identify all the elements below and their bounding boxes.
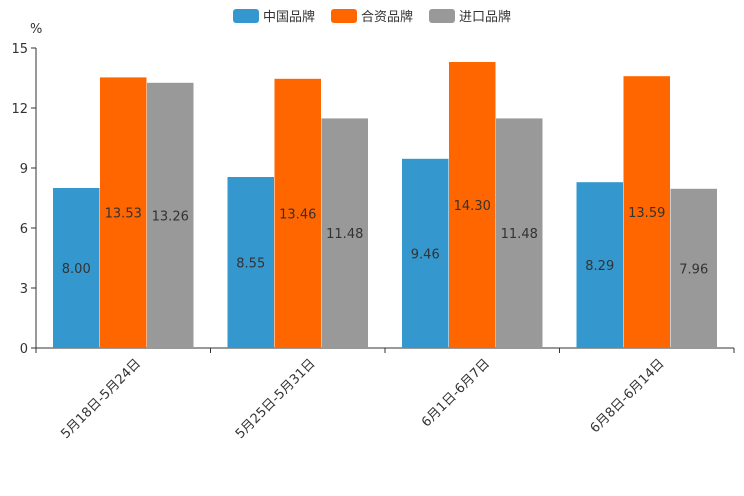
legend-swatch-joint (330, 8, 357, 23)
legend-item-china[interactable]: 中国品牌 (232, 6, 315, 25)
data-label-2-2: 13.46 (279, 207, 316, 222)
data-label-1-3: 9.46 (411, 247, 440, 262)
data-label-3-1: 13.26 (152, 209, 189, 224)
bar-2-2[interactable] (274, 78, 322, 349)
y-tick-label: 12 (11, 102, 28, 117)
legend-swatch-import (429, 8, 455, 23)
y-tick-label: 15 (11, 42, 28, 57)
bar-2-1[interactable] (100, 77, 147, 349)
bar-3-4[interactable] (670, 188, 718, 348)
bar-2-3[interactable] (449, 62, 496, 348)
bar-3-3[interactable] (496, 118, 543, 349)
legend-item-joint[interactable]: 合资品牌 (330, 6, 413, 25)
x-tick-label: 5月18日-5月24日 (58, 356, 144, 442)
x-tick-label: 5月25日-5月31日 (233, 356, 319, 442)
bar-1-3[interactable] (402, 158, 449, 348)
data-label-3-3: 11.48 (501, 227, 538, 242)
data-label-2-1: 13.53 (105, 207, 142, 222)
legend-item-import[interactable]: 进口品牌 (429, 6, 511, 25)
data-label-1-4: 8.29 (585, 259, 614, 274)
data-label-2-3: 14.30 (454, 199, 491, 214)
bar-1-1[interactable] (53, 188, 100, 348)
y-tick-label: 3 (20, 282, 28, 297)
data-label-3-4: 7.96 (679, 262, 708, 277)
legend-label-joint: 合资品牌 (360, 10, 413, 25)
y-tick-label: 6 (20, 222, 28, 237)
y-unit-label: % (30, 22, 42, 37)
data-label-1-1: 8.00 (62, 262, 91, 277)
bar-2-4[interactable] (623, 76, 671, 348)
bar-3-2[interactable] (321, 118, 369, 349)
legend-label-import: 进口品牌 (459, 10, 512, 25)
bar-1-2[interactable] (227, 177, 275, 348)
legend-label-china: 中国品牌 (262, 10, 315, 25)
x-tick-label: 6月8日-6月14日 (588, 356, 668, 436)
y-tick-label: 0 (20, 342, 28, 357)
data-label-3-2: 11.48 (326, 227, 363, 242)
data-label-1-2: 8.55 (236, 257, 265, 272)
bar-3-1[interactable] (147, 82, 194, 349)
bar-1-4[interactable] (576, 182, 624, 348)
data-label-2-4: 13.59 (628, 206, 665, 221)
y-tick-label: 9 (20, 162, 28, 177)
legend-swatch-china (232, 8, 259, 23)
x-tick-label: 6月1日-6月7日 (419, 356, 493, 430)
chart-legend: 中国品牌 合资品牌 进口品牌 (0, 6, 744, 25)
